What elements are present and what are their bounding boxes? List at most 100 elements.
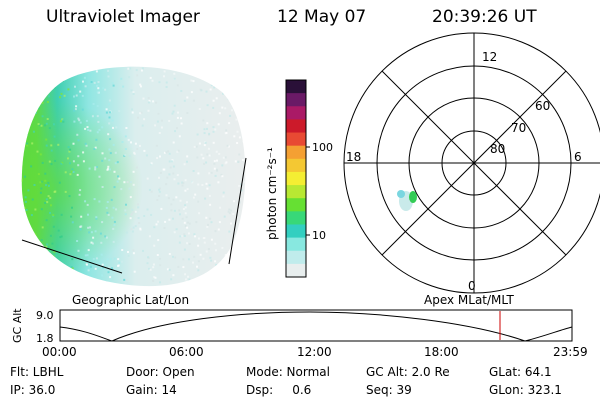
earth-speckle: [46, 243, 49, 246]
earth-speckle: [163, 70, 166, 73]
earth-speckle: [71, 221, 74, 224]
earth-speckle: [77, 139, 80, 142]
earth-speckle: [183, 233, 186, 236]
earth-speckle: [201, 286, 203, 288]
earth-speckle: [26, 142, 29, 145]
earth-speckle: [87, 283, 90, 286]
earth-speckle: [68, 195, 71, 198]
earth-speckle: [172, 172, 175, 175]
earth-speckle: [106, 211, 109, 214]
earth-speckle: [203, 128, 206, 131]
earth-speckle: [137, 203, 139, 206]
earth-speckle: [197, 200, 200, 203]
earth-speckle: [186, 242, 189, 245]
earth-speckle: [64, 171, 67, 174]
earth-speckle: [227, 145, 230, 148]
date-label: 12 May 07: [277, 7, 367, 27]
earth-speckle: [90, 241, 93, 244]
earth-speckle: [193, 255, 196, 258]
earth-speckle: [71, 267, 74, 270]
earth-speckle: [172, 274, 175, 277]
earth-speckle: [67, 146, 70, 149]
earth-speckle: [197, 183, 200, 186]
earth-speckle: [242, 68, 245, 71]
earth-speckle: [101, 152, 104, 155]
earth-speckle: [67, 88, 70, 91]
earth-speckle: [246, 83, 248, 85]
earth-speckle: [73, 109, 76, 112]
earth-speckle: [98, 175, 101, 178]
earth-speckle: [37, 107, 40, 110]
earth-speckle: [194, 68, 197, 71]
earth-speckle: [209, 256, 212, 259]
earth-speckle: [241, 266, 244, 269]
earth-speckle: [31, 142, 34, 145]
earth-speckle: [193, 233, 196, 236]
earth-speckle: [86, 203, 89, 206]
earth-speckle: [133, 288, 135, 290]
earth-speckle: [247, 184, 249, 186]
earth-speckle: [21, 118, 24, 121]
earth-speckle: [222, 64, 224, 66]
earth-speckle: [53, 190, 56, 193]
earth-speckle: [95, 257, 98, 260]
earth-speckle: [166, 176, 169, 179]
earth-speckle: [92, 236, 95, 239]
color-bar-label-100: 100: [312, 141, 333, 154]
earth-speckle: [32, 106, 35, 109]
y-axis-title: GC Alt: [11, 308, 24, 343]
earth-speckle: [62, 119, 65, 122]
earth-speckle: [210, 275, 213, 278]
earth-speckle: [181, 217, 184, 220]
earth-speckle: [105, 236, 108, 239]
earth-speckle: [219, 84, 222, 87]
earth-speckle: [89, 265, 92, 268]
earth-speckle: [220, 173, 223, 176]
earth-speckle: [94, 166, 97, 169]
earth-speckle: [218, 112, 221, 115]
earth-speckle: [112, 143, 115, 146]
earth-speckle: [208, 172, 211, 175]
earth-speckle: [244, 269, 246, 271]
earth-speckle: [247, 105, 249, 107]
earth-speckle: [30, 266, 33, 269]
earth-speckle: [188, 71, 191, 74]
earth-speckle: [240, 245, 243, 248]
earth-speckle: [84, 284, 87, 287]
earth-speckle: [248, 229, 250, 231]
earth-speckle: [51, 282, 54, 285]
earth-speckle: [81, 64, 83, 66]
earth-speckle: [180, 117, 182, 120]
earth-speckle: [134, 210, 137, 213]
earth-speckle: [125, 127, 128, 129]
earth-speckle: [109, 111, 111, 114]
earth-speckle: [159, 264, 162, 267]
earth-speckle: [204, 197, 207, 200]
earth-speckle: [173, 231, 176, 234]
earth-speckle: [184, 273, 187, 276]
earth-speckle: [156, 254, 159, 256]
x-tick-0600: 06:00: [169, 345, 204, 359]
earth-speckle: [128, 76, 131, 79]
earth-speckle: [204, 72, 207, 75]
earth-speckle: [134, 225, 137, 228]
earth-speckle: [40, 187, 43, 190]
earth-speckle: [54, 159, 57, 162]
earth-speckle: [184, 189, 187, 192]
earth-speckle: [165, 194, 168, 197]
earth-speckle: [206, 153, 209, 156]
earth-speckle: [197, 269, 200, 272]
earth-speckle: [136, 166, 138, 169]
earth-speckle: [168, 152, 171, 155]
earth-speckle: [194, 66, 197, 67]
earth-speckle: [248, 121, 250, 123]
earth-speckle: [158, 176, 160, 179]
earth-speckle: [50, 163, 53, 166]
earth-speckle: [183, 163, 186, 166]
earth-speckle: [196, 133, 199, 136]
earth-speckle: [24, 200, 27, 203]
earth-speckle: [250, 112, 252, 114]
earth-speckle: [90, 81, 93, 83]
earth-speckle: [253, 157, 255, 159]
